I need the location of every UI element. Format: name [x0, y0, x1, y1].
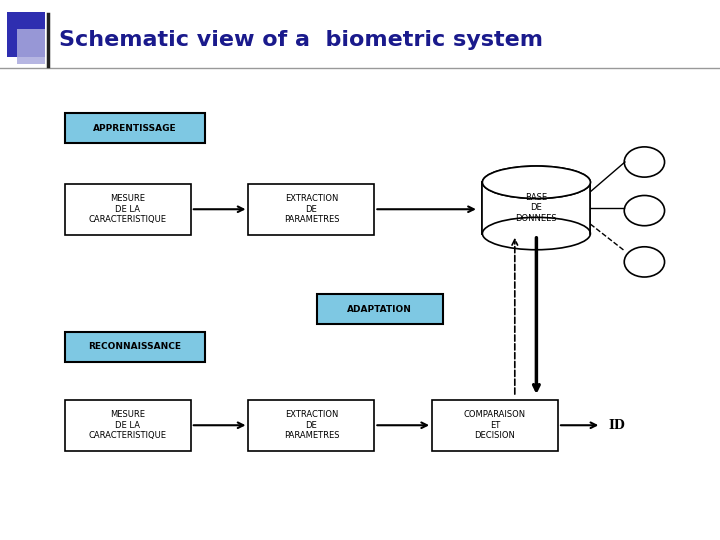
- FancyBboxPatch shape: [65, 400, 191, 451]
- FancyBboxPatch shape: [432, 400, 558, 451]
- Text: Schematic view of a  biometric system: Schematic view of a biometric system: [59, 30, 543, 51]
- Text: COMPARAISON
ET
DECISION: COMPARAISON ET DECISION: [464, 410, 526, 440]
- Text: ID: ID: [608, 418, 625, 432]
- FancyBboxPatch shape: [17, 29, 45, 64]
- FancyBboxPatch shape: [7, 12, 45, 57]
- Text: MESURE
DE LA
CARACTERISTIQUE: MESURE DE LA CARACTERISTIQUE: [89, 410, 167, 440]
- Ellipse shape: [482, 166, 590, 198]
- FancyBboxPatch shape: [248, 184, 374, 235]
- Text: MESURE
DE LA
CARACTERISTIQUE: MESURE DE LA CARACTERISTIQUE: [89, 194, 167, 224]
- Text: EXTRACTION
DE
PARAMETRES: EXTRACTION DE PARAMETRES: [284, 410, 339, 440]
- Text: RECONNAISSANCE: RECONNAISSANCE: [89, 342, 181, 352]
- FancyBboxPatch shape: [248, 400, 374, 451]
- Ellipse shape: [482, 166, 590, 198]
- FancyBboxPatch shape: [65, 113, 205, 143]
- FancyBboxPatch shape: [65, 184, 191, 235]
- FancyBboxPatch shape: [65, 332, 205, 362]
- Text: BASE
DE
DONNEES: BASE DE DONNEES: [516, 193, 557, 223]
- Text: APPRENTISSAGE: APPRENTISSAGE: [93, 124, 177, 133]
- Ellipse shape: [482, 217, 590, 249]
- Text: EXTRACTION
DE
PARAMETRES: EXTRACTION DE PARAMETRES: [284, 194, 339, 224]
- Text: ADAPTATION: ADAPTATION: [347, 305, 413, 314]
- FancyBboxPatch shape: [482, 183, 590, 233]
- FancyBboxPatch shape: [317, 294, 443, 324]
